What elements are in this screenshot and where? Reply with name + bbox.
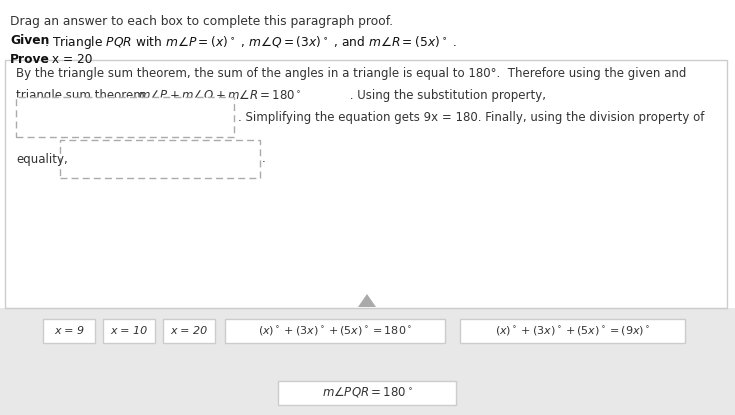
Text: $(x)^\circ+(3x)^\circ+(5x)^\circ=(9x)^\circ$: $(x)^\circ+(3x)^\circ+(5x)^\circ=(9x)^\c… bbox=[495, 325, 650, 337]
Text: Given: Given bbox=[10, 34, 49, 47]
Text: : Triangle $\mathit{PQR}$ with $m\angle P = (x)^\circ$ , $m\angle Q = (3x)^\circ: : Triangle $\mathit{PQR}$ with $m\angle … bbox=[44, 34, 456, 51]
Text: Drag an answer to each box to complete this paragraph proof.: Drag an answer to each box to complete t… bbox=[10, 15, 393, 28]
Bar bbox=[0, 308, 735, 415]
Bar bbox=[278, 381, 456, 405]
Bar bbox=[16, 97, 234, 137]
Bar bbox=[460, 319, 685, 343]
Text: $m\angle PQR = 180^\circ$: $m\angle PQR = 180^\circ$ bbox=[322, 386, 412, 400]
Text: x = 9: x = 9 bbox=[54, 326, 84, 336]
Text: . Using the substitution property,: . Using the substitution property, bbox=[346, 89, 546, 102]
Text: x = 10: x = 10 bbox=[110, 326, 148, 336]
Bar bbox=[43, 319, 95, 343]
Text: . Simplifying the equation gets 9x = 180. Finally, using the division property o: . Simplifying the equation gets 9x = 180… bbox=[238, 110, 704, 124]
Text: : x = 20: : x = 20 bbox=[44, 53, 93, 66]
Polygon shape bbox=[358, 294, 376, 307]
Bar bbox=[5, 60, 727, 308]
Text: $(x)^\circ+(3x)^\circ+(5x)^\circ=180^\circ$: $(x)^\circ+(3x)^\circ+(5x)^\circ=180^\ci… bbox=[258, 325, 412, 337]
Bar bbox=[225, 319, 445, 343]
Text: equality,: equality, bbox=[16, 152, 68, 166]
Text: $m\angle P + m\angle Q + m\angle R = 180^\circ$: $m\angle P + m\angle Q + m\angle R = 180… bbox=[138, 89, 301, 103]
Text: By the triangle sum theorem, the sum of the angles in a triangle is equal to 180: By the triangle sum theorem, the sum of … bbox=[16, 67, 686, 80]
Bar bbox=[163, 319, 215, 343]
Bar bbox=[60, 140, 260, 178]
Bar bbox=[103, 319, 155, 343]
Text: triangle sum theorem,: triangle sum theorem, bbox=[16, 89, 152, 102]
Text: Prove: Prove bbox=[10, 53, 50, 66]
Text: .: . bbox=[262, 152, 266, 166]
Text: x = 20: x = 20 bbox=[171, 326, 207, 336]
